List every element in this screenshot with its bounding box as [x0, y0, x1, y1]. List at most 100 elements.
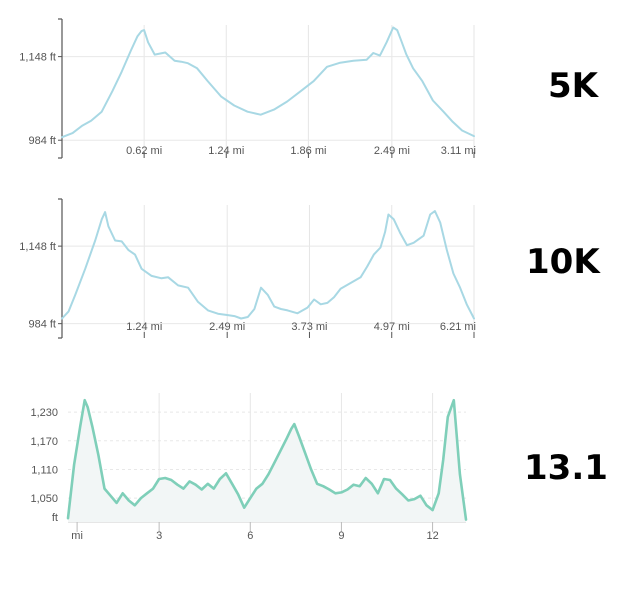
- elevation-point-5k: [442, 111, 445, 113]
- elevation-point-5k: [421, 80, 423, 82]
- elevation-point-5k: [473, 135, 475, 137]
- elevation-point-half: [334, 492, 336, 494]
- elevation-point-half: [346, 488, 349, 491]
- x-tick-label-5k: 1.86 mi: [290, 145, 326, 157]
- elevation-point-half: [134, 504, 136, 506]
- elevation-point-half: [425, 504, 428, 506]
- elevation-point-10k: [207, 309, 209, 311]
- elevation-point-10k: [446, 249, 448, 251]
- elevation-point-half: [237, 493, 239, 495]
- elevation-point-5k: [72, 132, 74, 134]
- elevation-point-10k: [387, 213, 389, 216]
- x-tick-label-half: 12: [426, 530, 438, 542]
- elevation-point-10k: [350, 282, 352, 284]
- elevation-point-10k: [134, 254, 136, 256]
- elevation-point-half: [170, 479, 172, 481]
- elevation-point-5k: [90, 120, 92, 122]
- elevation-point-10k: [287, 309, 289, 311]
- elevation-point-half: [255, 488, 257, 490]
- elevation-point-half: [389, 479, 391, 481]
- x-tick-label-half: mi: [71, 530, 83, 542]
- elevation-point-half: [419, 495, 421, 497]
- elevation-point-5k: [400, 39, 402, 41]
- elevation-point-10k: [423, 235, 425, 237]
- elevation-point-10k: [296, 312, 299, 314]
- elevation-point-10k: [187, 287, 189, 289]
- elevation-point-10k: [413, 242, 415, 244]
- elevation-point-5k: [233, 104, 235, 107]
- y-tick-label-half: 1,230: [30, 407, 58, 419]
- elevation-point-5k: [366, 59, 368, 61]
- elevation-point-5k: [174, 60, 176, 62]
- elevation-point-10k: [373, 254, 375, 256]
- elevation-point-5k: [180, 61, 182, 63]
- elevation-point-half: [182, 488, 185, 490]
- elevation-point-5k: [246, 111, 249, 113]
- elevation-point-10k: [280, 308, 282, 310]
- elevation-point-half: [243, 507, 245, 509]
- elevation-point-half: [322, 485, 324, 487]
- elevation-point-10k: [366, 265, 368, 268]
- elevation-area-fill-half: [68, 400, 466, 522]
- elevation-point-10k: [273, 306, 275, 308]
- elevation-point-half: [371, 483, 373, 485]
- elevation-point-10k: [104, 211, 106, 213]
- elevation-point-10k: [384, 231, 386, 233]
- elevation-point-half: [413, 498, 415, 500]
- elevation-point-5k: [352, 60, 354, 62]
- elevation-point-5k: [372, 52, 374, 54]
- elevation-point-10k: [320, 303, 322, 305]
- elevation-point-half: [290, 428, 292, 430]
- elevation-point-half: [377, 492, 379, 494]
- elevation-point-5k: [220, 95, 222, 97]
- elevation-point-half: [213, 488, 215, 490]
- elevation-point-half: [293, 423, 295, 425]
- elevation-line-10k: [61, 210, 475, 320]
- elevation-point-half: [383, 478, 385, 480]
- elevation-point-5k: [273, 109, 275, 111]
- elevation-point-half: [359, 485, 361, 487]
- elevation-point-10k: [439, 221, 441, 224]
- elevation-point-half: [465, 519, 467, 521]
- y-tick-label-10k: 984 ft: [28, 319, 56, 331]
- elevation-point-10k: [61, 317, 63, 320]
- elevation-point-10k: [306, 307, 309, 309]
- elevation-point-10k: [360, 276, 362, 278]
- elevation-point-half: [274, 461, 276, 463]
- elevation-point-10k: [68, 310, 70, 312]
- elevation-point-half: [109, 495, 112, 497]
- elevation-point-5k: [461, 129, 463, 132]
- elevation-point-5k: [101, 111, 103, 113]
- elevation-point-half: [267, 473, 270, 475]
- elevation-point-half: [395, 488, 397, 490]
- elevation-point-10k: [240, 317, 242, 320]
- elevation-point-5k: [260, 114, 262, 116]
- elevation-point-half: [140, 497, 142, 499]
- elevation-point-half: [195, 484, 197, 486]
- elevation-point-5k: [313, 80, 315, 82]
- elevation-point-half: [447, 416, 449, 418]
- elevation-point-10k: [399, 232, 401, 234]
- elevation-point-5k: [412, 67, 414, 69]
- elevation-point-half: [401, 493, 403, 495]
- elevation-point-half: [84, 399, 86, 401]
- elevation-point-half: [87, 406, 89, 408]
- elevation-point-half: [219, 478, 221, 480]
- elevation-point-half: [122, 492, 124, 494]
- x-tick-label-10k: 1.24 mi: [126, 321, 162, 333]
- elevation-point-5k: [147, 41, 149, 43]
- elevation-point-10k: [393, 218, 395, 220]
- elevation-point-5k: [154, 54, 156, 56]
- elevation-point-half: [442, 459, 444, 461]
- elevation-point-10k: [217, 313, 219, 315]
- elevation-point-10k: [151, 275, 153, 277]
- y-tick-label-half: 1,050: [30, 493, 58, 505]
- elevation-point-10k: [333, 296, 335, 298]
- elevation-point-half: [316, 483, 318, 485]
- y-tick-label-5k: 984 ft: [28, 135, 56, 147]
- elevation-point-half: [407, 499, 409, 502]
- x-tick-label-5k: 2.49 mi: [374, 145, 410, 157]
- elevation-point-5k: [392, 26, 394, 29]
- elevation-point-5k: [121, 71, 123, 73]
- elevation-point-5k: [61, 136, 63, 138]
